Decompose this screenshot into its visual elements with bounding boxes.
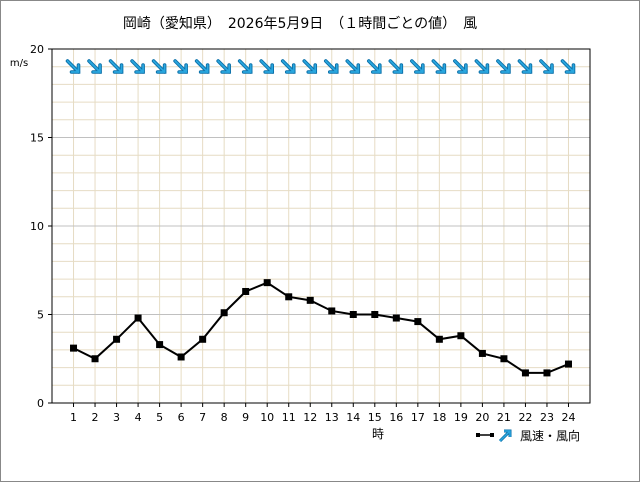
x-tick-label: 17	[411, 411, 425, 424]
wind-arrow	[539, 59, 554, 74]
legend-point-swatch-end	[490, 433, 494, 437]
data-point	[113, 335, 121, 343]
x-tick-label: 23	[540, 411, 554, 424]
wind-arrow	[130, 59, 145, 74]
x-tick-label: 18	[432, 411, 446, 424]
x-tick-label: 5	[156, 411, 163, 424]
data-point	[349, 311, 357, 318]
x-axis-label: 時	[372, 427, 384, 441]
wind-arrow	[366, 59, 382, 74]
wind-arrow	[517, 59, 533, 74]
wind-arrow	[194, 59, 210, 74]
data-point	[414, 318, 422, 326]
wind-arrow	[560, 59, 576, 74]
y-tick-label: 20	[30, 43, 44, 56]
data-point	[263, 279, 271, 287]
data-point	[91, 355, 99, 363]
y-tick-label: 5	[37, 309, 44, 322]
legend-label: 風速・風向	[520, 428, 580, 443]
wind-arrow	[259, 59, 275, 74]
data-point	[435, 335, 443, 343]
x-tick-label: 16	[389, 411, 403, 424]
wind-arrow	[237, 59, 253, 74]
wind-arrow	[151, 59, 167, 74]
x-tick-label: 10	[260, 411, 274, 424]
data-point	[478, 349, 486, 357]
legend-arrow-icon-fill	[499, 430, 511, 442]
x-tick-label: 24	[561, 411, 575, 424]
wind-arrow	[496, 59, 511, 74]
wind-arrow	[323, 59, 339, 74]
wind-arrow	[388, 59, 404, 74]
x-tick-label: 22	[518, 411, 532, 424]
data-point	[285, 293, 293, 301]
x-tick-label: 13	[325, 411, 339, 424]
data-point	[306, 296, 314, 304]
x-tick-label: 19	[454, 411, 468, 424]
data-point	[70, 344, 78, 352]
wind-speed-points	[70, 279, 572, 377]
x-tick-label: 3	[113, 411, 120, 424]
wind-arrow	[108, 59, 124, 74]
x-tick-label: 6	[178, 411, 185, 424]
x-tick-label: 1	[70, 411, 77, 424]
data-point	[543, 369, 551, 377]
legend: 風速・風向	[476, 428, 580, 443]
x-tick-label: 7	[199, 411, 206, 424]
wind-arrow	[431, 59, 447, 74]
x-tick-label: 15	[368, 411, 382, 424]
data-point	[177, 353, 185, 361]
x-ticks: 1 2 3 4 5 6 7 8 9 10 11 12 13 14 15 16 17 18 19 20 21 22 23 24	[70, 403, 575, 424]
wind-arrow	[87, 59, 102, 74]
wind-arrow	[345, 59, 361, 74]
y-tick-label: 0	[37, 397, 44, 410]
wind-arrow	[173, 59, 188, 74]
data-point	[500, 355, 508, 363]
x-tick-label: 14	[346, 411, 360, 424]
y-tick-label: 10	[30, 220, 44, 233]
y-tick-label: 15	[30, 132, 44, 145]
data-point	[242, 287, 250, 295]
x-tick-label: 9	[242, 411, 249, 424]
y-axis-label: m/s	[10, 58, 28, 69]
x-tick-label: 4	[135, 411, 142, 424]
wind-speed-line	[73, 281, 569, 374]
wind-arrow	[302, 59, 318, 74]
legend-point-swatch	[476, 433, 480, 437]
wind-arrow	[280, 59, 296, 74]
x-tick-label: 11	[282, 411, 296, 424]
data-point	[457, 332, 465, 340]
data-point	[134, 314, 142, 322]
data-point	[564, 360, 572, 368]
y-ticks: 0 5 10 15 20	[30, 43, 52, 410]
data-point	[521, 369, 529, 377]
data-point	[371, 311, 379, 318]
wind-arrow	[474, 59, 490, 74]
x-tick-label: 20	[475, 411, 489, 424]
data-point	[328, 307, 336, 315]
chart-title: 岡崎（愛知県） 2026年5月9日 （１時間ごとの値） 風	[123, 15, 477, 32]
x-tick-label: 2	[92, 411, 99, 424]
x-tick-label: 8	[221, 411, 228, 424]
x-tick-label: 12	[303, 411, 317, 424]
wind-arrow	[216, 59, 231, 74]
data-point	[220, 309, 228, 317]
data-point	[156, 341, 164, 349]
wind-direction-arrows	[65, 59, 576, 74]
x-tick-label: 21	[497, 411, 511, 424]
data-point	[392, 314, 400, 322]
grid	[52, 49, 590, 403]
wind-arrow	[410, 59, 425, 74]
wind-arrow	[453, 59, 468, 74]
data-point	[199, 335, 207, 343]
wind-arrow	[65, 59, 81, 74]
